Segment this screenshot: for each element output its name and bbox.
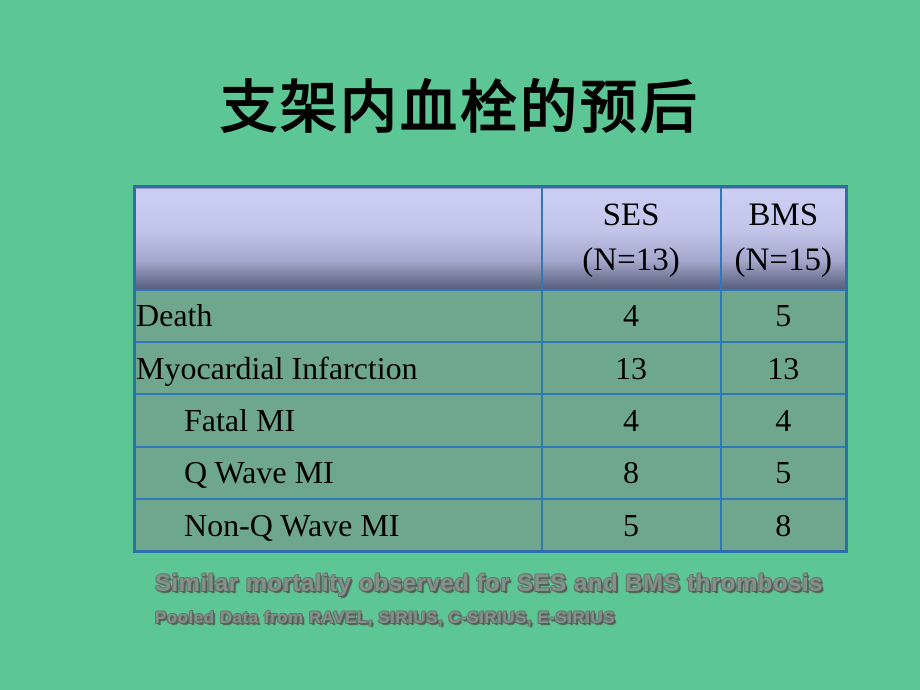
footnote-conclusion: Similar mortality observed for SES and B…	[155, 570, 823, 597]
bms-value: 13	[719, 340, 848, 396]
table-row-fatal-mi: Fatal MI 4 4	[133, 393, 848, 448]
table-row-q-wave-mi: Q Wave MI 8 5	[133, 445, 848, 501]
header-ses-cell: SES (N=13)	[540, 185, 722, 291]
table-row-myocardial-infarction: Myocardial Infarction 13 13	[133, 340, 848, 396]
row-label: Myocardial Infarction	[133, 340, 543, 396]
ses-value: 8	[540, 445, 722, 501]
ses-value: 4	[540, 288, 722, 343]
header-ses-count: (N=13)	[582, 242, 680, 279]
bms-value: 5	[719, 288, 848, 343]
header-empty-cell	[133, 185, 543, 291]
header-bms-count: (N=15)	[734, 242, 832, 279]
header-bms-name: BMS	[748, 196, 819, 233]
table-row-death: Death 4 5	[133, 288, 848, 343]
ses-value: 4	[540, 393, 722, 448]
bms-value: 8	[719, 498, 848, 553]
row-label: Q Wave MI	[133, 445, 543, 501]
header-bms-cell: BMS (N=15)	[719, 185, 848, 291]
bms-value: 4	[719, 393, 848, 448]
ses-value: 5	[540, 498, 722, 553]
table-header-row: SES (N=13) BMS (N=15)	[133, 185, 848, 291]
row-label: Death	[133, 288, 543, 343]
ses-value: 13	[540, 340, 722, 396]
slide-title: 支架内血栓的预后	[220, 77, 700, 140]
row-label: Non-Q Wave MI	[133, 498, 543, 553]
bms-value: 5	[719, 445, 848, 501]
row-label: Fatal MI	[133, 393, 543, 448]
footnote-data-source: Pooled Data from RAVEL, SIRIUS, C-SIRIUS…	[155, 608, 616, 627]
thrombosis-outcomes-table: SES (N=13) BMS (N=15) Death 4 5 Myocardi…	[133, 185, 848, 553]
header-ses-name: SES	[602, 196, 660, 233]
table-row-non-q-wave-mi: Non-Q Wave MI 5 8	[133, 498, 848, 553]
